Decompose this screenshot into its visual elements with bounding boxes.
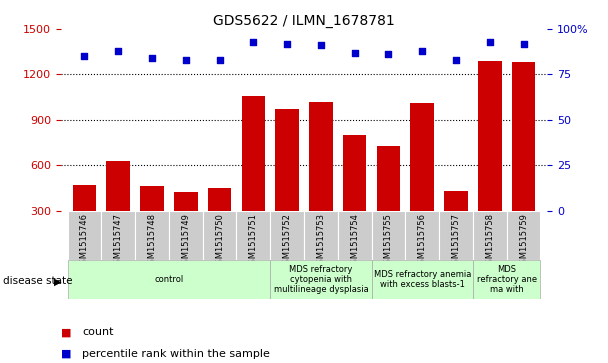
Text: ■: ■ xyxy=(61,349,71,359)
Bar xyxy=(371,260,473,299)
Bar xyxy=(338,211,371,260)
Text: disease state: disease state xyxy=(3,276,72,286)
Point xyxy=(417,48,427,54)
Text: GSM1515759: GSM1515759 xyxy=(519,213,528,269)
Text: GSM1515753: GSM1515753 xyxy=(316,213,325,269)
Text: control: control xyxy=(154,275,184,284)
Bar xyxy=(478,61,502,256)
Point xyxy=(80,53,89,59)
Bar xyxy=(275,109,299,256)
Bar xyxy=(506,211,541,260)
Text: GSM1515754: GSM1515754 xyxy=(350,213,359,269)
Point xyxy=(181,57,191,63)
Bar xyxy=(135,211,169,260)
Text: ■: ■ xyxy=(61,327,71,337)
Point xyxy=(316,42,326,48)
Bar xyxy=(174,192,198,256)
Text: percentile rank within the sample: percentile rank within the sample xyxy=(82,349,270,359)
Point xyxy=(249,39,258,45)
Bar xyxy=(304,211,338,260)
Bar xyxy=(72,185,96,256)
Point xyxy=(147,55,157,61)
Bar xyxy=(140,186,164,256)
Bar xyxy=(371,211,406,260)
Text: GSM1515756: GSM1515756 xyxy=(418,213,427,269)
Bar xyxy=(208,188,232,256)
Bar xyxy=(444,191,468,256)
Bar xyxy=(237,211,270,260)
Point xyxy=(384,52,393,57)
Text: GSM1515749: GSM1515749 xyxy=(181,213,190,269)
Point xyxy=(282,41,292,46)
Bar xyxy=(270,211,304,260)
Text: GSM1515751: GSM1515751 xyxy=(249,213,258,269)
Point xyxy=(215,57,224,63)
Bar xyxy=(473,260,541,299)
Bar xyxy=(106,160,130,256)
Text: GSM1515757: GSM1515757 xyxy=(452,213,460,269)
Bar xyxy=(343,135,367,256)
Bar xyxy=(102,211,135,260)
Text: MDS refractory
cytopenia with
multilineage dysplasia: MDS refractory cytopenia with multilinea… xyxy=(274,265,368,294)
Bar xyxy=(512,62,536,256)
Bar xyxy=(270,260,371,299)
Text: GSM1515746: GSM1515746 xyxy=(80,213,89,269)
Bar xyxy=(202,211,237,260)
Point xyxy=(350,50,359,56)
Bar xyxy=(473,211,506,260)
Text: GSM1515755: GSM1515755 xyxy=(384,213,393,269)
Bar xyxy=(241,95,265,256)
Bar xyxy=(376,146,400,256)
Point xyxy=(519,41,528,46)
Point xyxy=(451,57,461,63)
Bar xyxy=(406,211,439,260)
Text: GSM1515748: GSM1515748 xyxy=(148,213,156,269)
Bar xyxy=(67,260,270,299)
Bar xyxy=(410,103,434,256)
Point xyxy=(485,39,495,45)
Bar xyxy=(439,211,473,260)
Text: GSM1515750: GSM1515750 xyxy=(215,213,224,269)
Text: GSM1515752: GSM1515752 xyxy=(283,213,292,269)
Bar xyxy=(309,102,333,256)
Text: ▶: ▶ xyxy=(54,276,61,286)
Text: count: count xyxy=(82,327,114,337)
Title: GDS5622 / ILMN_1678781: GDS5622 / ILMN_1678781 xyxy=(213,14,395,28)
Bar xyxy=(169,211,202,260)
Text: MDS refractory anemia
with excess blasts-1: MDS refractory anemia with excess blasts… xyxy=(373,270,471,289)
Point xyxy=(113,48,123,54)
Text: GSM1515747: GSM1515747 xyxy=(114,213,123,269)
Text: MDS
refractory ane
ma with: MDS refractory ane ma with xyxy=(477,265,537,294)
Bar xyxy=(67,211,102,260)
Text: GSM1515758: GSM1515758 xyxy=(485,213,494,269)
